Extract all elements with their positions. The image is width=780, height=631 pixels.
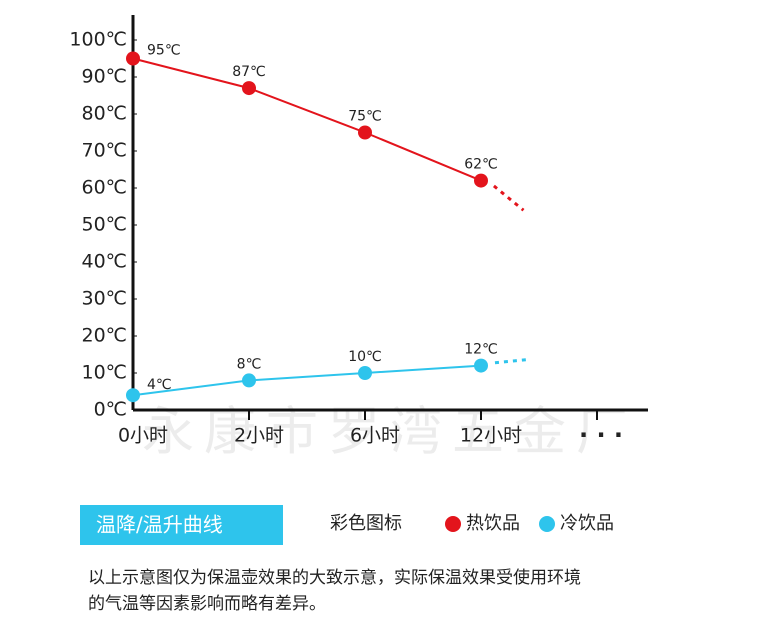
note: 的气温等因素影响而略有差异。: [88, 594, 326, 614]
y-tick-label: 90℃: [81, 66, 127, 88]
point: [474, 358, 488, 373]
value-label: 4℃: [147, 377, 172, 393]
point: [126, 51, 140, 66]
legend-label: 热饮品: [466, 513, 520, 534]
point: [474, 173, 488, 188]
value-label: 75℃: [348, 109, 382, 125]
x-tick-label: 12小时: [460, 425, 522, 447]
note: 以上示意图仅为保温壶效果的大致示意，实际保温效果受使用环境: [88, 567, 581, 588]
y-tick-label: 40℃: [81, 251, 127, 273]
y-tick-label: 70℃: [81, 140, 127, 162]
x-tick-label: 6小时: [350, 425, 400, 447]
line: [132, 57, 482, 182]
y-tick-label: 50℃: [81, 214, 127, 236]
y-tick-label: 0℃: [94, 399, 127, 421]
legend-title: 彩色图标: [330, 513, 402, 534]
value-label: 62℃: [464, 157, 498, 173]
continuation: [494, 358, 528, 365]
point: [242, 373, 256, 388]
y-tick-label: 60℃: [81, 177, 127, 199]
y-tick-label: 20℃: [81, 325, 127, 347]
x-tick-label: · · ·: [579, 421, 623, 449]
banner-box: [80, 505, 283, 545]
y-tick-label: 100℃: [69, 29, 127, 51]
point: [358, 125, 372, 140]
y-tick-label: 80℃: [81, 103, 127, 125]
x-tick-label: 2小时: [234, 425, 284, 447]
legend-marker: [445, 516, 461, 532]
value-label: 10℃: [348, 349, 382, 365]
point: [242, 81, 256, 96]
value-label: 95℃: [147, 43, 181, 59]
value-label: 12℃: [464, 342, 498, 358]
value-label: 8℃: [237, 356, 262, 372]
y-tick-label: 10℃: [81, 362, 127, 384]
point: [358, 366, 372, 380]
point: [126, 388, 140, 403]
legend-label: 冷饮品: [560, 513, 614, 534]
banner: 温降/温升曲线: [96, 513, 223, 537]
continuation: [492, 184, 525, 212]
value-label: 87℃: [232, 64, 266, 80]
line: [132, 364, 482, 397]
y-tick-label: 30℃: [81, 288, 127, 310]
x-tick-label: 0小时: [118, 425, 168, 447]
watermark: 永康市罗湾五金厂: [142, 403, 638, 463]
legend-marker: [539, 516, 555, 532]
